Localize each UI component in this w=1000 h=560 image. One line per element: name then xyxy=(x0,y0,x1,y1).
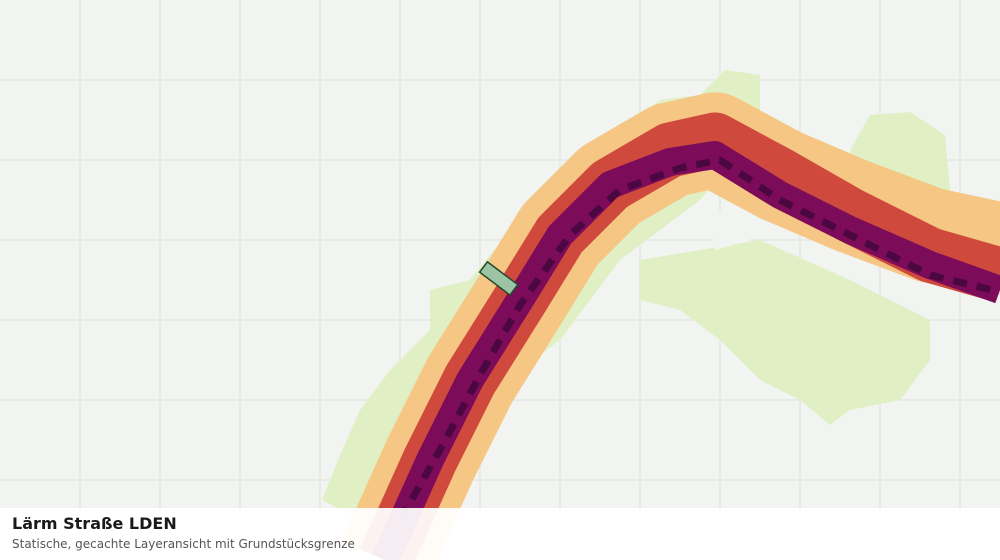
legend-footer: Lärm Straße LDEN Statische, gecachte Lay… xyxy=(0,508,1000,560)
noise-zone-extreme xyxy=(396,156,1000,522)
layer-subtitle: Statische, gecachte Layeransicht mit Gru… xyxy=(12,537,355,551)
noise-zone-very-high xyxy=(372,141,1000,560)
parcel-boundary xyxy=(478,260,519,297)
layer-title: Lärm Straße LDEN xyxy=(12,514,177,533)
gap xyxy=(707,210,750,250)
